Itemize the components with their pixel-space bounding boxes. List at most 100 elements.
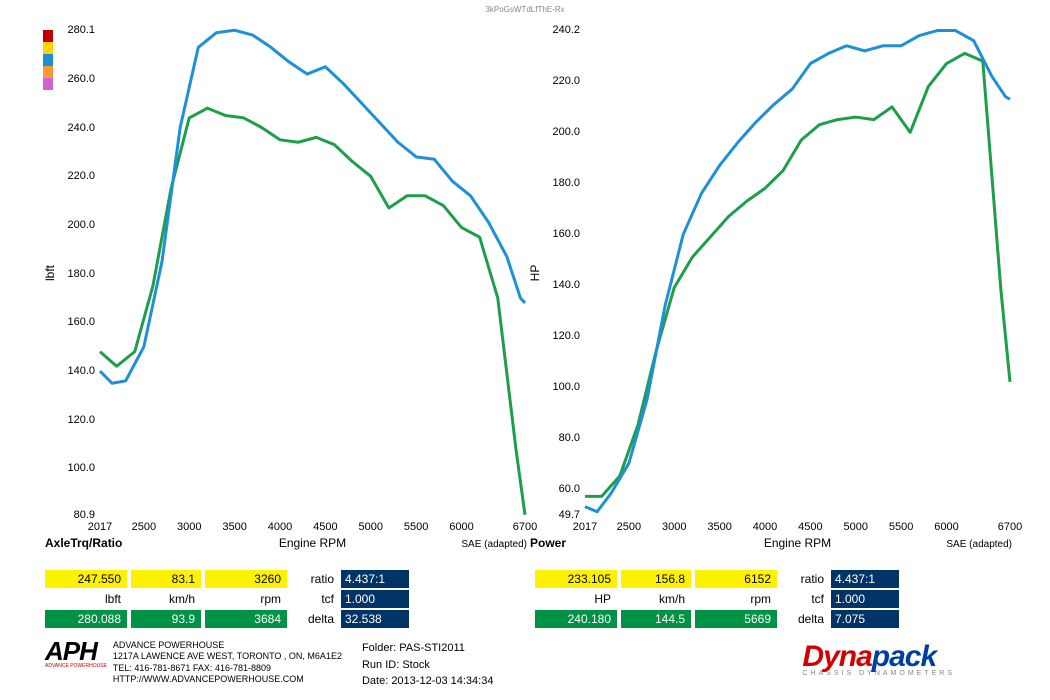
date-value: 2013-12-03 14:34:34 bbox=[391, 675, 493, 687]
aph-logo-text: APH bbox=[45, 640, 101, 663]
x-tick: 6700 bbox=[998, 521, 1022, 533]
y-tick: 220.0 bbox=[50, 170, 95, 182]
company-web: HTTP://WWW.ADVANCEPOWERHOUSE.COM bbox=[113, 674, 342, 685]
y-tick: 100.0 bbox=[50, 462, 95, 474]
readout-cell: 240.180 bbox=[535, 610, 617, 628]
x-axis-label: Engine RPM bbox=[279, 536, 346, 550]
readout-cell: 93.9 bbox=[131, 610, 201, 628]
x-axis-label: Engine RPM bbox=[764, 536, 831, 550]
watermark: 3kPoGsWTdLfThE-Rx bbox=[0, 5, 1050, 14]
power-chart: 49.760.080.0100.0120.0140.0160.0180.0200… bbox=[530, 25, 1015, 555]
folder-value: PAS-STI2011 bbox=[399, 642, 465, 654]
charts-row: 80.9100.0120.0140.0160.0180.0200.0220.02… bbox=[45, 25, 1015, 555]
readout-cell: 247.550 bbox=[45, 570, 127, 588]
plot-svg bbox=[100, 30, 525, 515]
readout-cell: rpm bbox=[205, 590, 287, 608]
y-axis-label: HP bbox=[528, 264, 542, 281]
sae-label: SAE (adapted) bbox=[461, 539, 527, 550]
sae-label: SAE (adapted) bbox=[946, 539, 1012, 550]
company-tel: TEL: 416-781-8671 FAX: 416-781-8809 bbox=[113, 663, 342, 674]
series-line bbox=[100, 30, 525, 383]
y-tick: 120.0 bbox=[50, 414, 95, 426]
x-tick: 6000 bbox=[934, 521, 958, 533]
y-tick: 240.0 bbox=[50, 122, 95, 134]
readout-cell: 156.8 bbox=[621, 570, 691, 588]
readout-label: delta bbox=[781, 610, 827, 628]
chart-title: Power bbox=[530, 536, 566, 550]
chart-title: AxleTrq/Ratio bbox=[45, 536, 122, 550]
readout-table: 233.105 HP 240.180 156.8 km/h 144.5 6152 rpm 566… bbox=[535, 570, 899, 628]
readout-cell: 83.1 bbox=[131, 570, 201, 588]
run-label: Run ID: bbox=[362, 659, 399, 671]
readout-cell: 5669 bbox=[695, 610, 777, 628]
x-tick: 6000 bbox=[449, 521, 473, 533]
x-tick: 2017 bbox=[573, 521, 597, 533]
readout-value: 4.437:1 bbox=[341, 570, 409, 588]
y-tick: 280.1 bbox=[50, 24, 95, 36]
company-name: ADVANCE POWERHOUSE bbox=[113, 640, 342, 651]
y-tick: 200.0 bbox=[50, 219, 95, 231]
readout-cell: 6152 bbox=[695, 570, 777, 588]
series-line bbox=[100, 108, 525, 515]
footer: APH ADVANCE POWERHOUSE ADVANCE POWERHOUS… bbox=[45, 640, 1015, 695]
readout-value: 4.437:1 bbox=[831, 570, 899, 588]
readout-label: tcf bbox=[781, 590, 827, 608]
readout-cell: rpm bbox=[695, 590, 777, 608]
x-tick: 5500 bbox=[404, 521, 428, 533]
readout-cell: 3260 bbox=[205, 570, 287, 588]
readout-cell: 144.5 bbox=[621, 610, 691, 628]
date-label: Date: bbox=[362, 675, 388, 687]
readout-label: ratio bbox=[781, 570, 827, 588]
readout-cell: 3684 bbox=[205, 610, 287, 628]
readout-value: 1.000 bbox=[831, 590, 899, 608]
dynapack-rest: pack bbox=[872, 640, 936, 673]
y-tick: 120.0 bbox=[535, 330, 580, 342]
aph-logo-sub: ADVANCE POWERHOUSE bbox=[45, 663, 107, 669]
y-tick: 260.0 bbox=[50, 73, 95, 85]
dynapack-sub: CHASSIS DYNAMOMETERS bbox=[802, 670, 955, 677]
series-line bbox=[585, 53, 1010, 496]
company-addr: 1217A LAWENCE AVE WEST, TORONTO , ON, M6… bbox=[113, 651, 342, 662]
y-tick: 140.0 bbox=[50, 365, 95, 377]
y-tick: 80.0 bbox=[535, 432, 580, 444]
x-tick: 3000 bbox=[662, 521, 686, 533]
y-tick: 220.0 bbox=[535, 75, 580, 87]
dyno-report: 3kPoGsWTdLfThE-Rx 80.9 100.0 120.0 140.0 160… bbox=[0, 0, 1050, 700]
x-tick: 4000 bbox=[268, 521, 292, 533]
folder-label: Folder: bbox=[362, 642, 396, 654]
series-line bbox=[585, 31, 1010, 512]
y-tick: 240.2 bbox=[535, 24, 580, 36]
readout-cell: km/h bbox=[131, 590, 201, 608]
readout-label: ratio bbox=[291, 570, 337, 588]
x-tick: 3500 bbox=[222, 521, 246, 533]
x-tick: 5000 bbox=[358, 521, 382, 533]
x-tick: 3500 bbox=[707, 521, 731, 533]
y-tick: 60.0 bbox=[535, 483, 580, 495]
readout-cell: lbft bbox=[45, 590, 127, 608]
readout-cell: km/h bbox=[621, 590, 691, 608]
x-tick: 3000 bbox=[177, 521, 201, 533]
aph-logo: APH ADVANCE POWERHOUSE bbox=[45, 640, 107, 669]
y-tick: 49.7 bbox=[535, 509, 580, 521]
y-tick: 100.0 bbox=[535, 381, 580, 393]
x-tick: 2500 bbox=[617, 521, 641, 533]
readout-cell: 280.088 bbox=[45, 610, 127, 628]
y-axis-label: lbft bbox=[43, 264, 57, 280]
readout-value: 32.538 bbox=[341, 610, 409, 628]
x-tick: 5500 bbox=[889, 521, 913, 533]
readout-value: 1.000 bbox=[341, 590, 409, 608]
readout-value: 7.075 bbox=[831, 610, 899, 628]
dynapack-d: Dyna bbox=[802, 640, 871, 673]
y-tick: 160.0 bbox=[50, 316, 95, 328]
x-tick: 2500 bbox=[132, 521, 156, 533]
readout-label: delta bbox=[291, 610, 337, 628]
readout-label: tcf bbox=[291, 590, 337, 608]
y-tick: 80.9 bbox=[50, 509, 95, 521]
readout-cell: 233.105 bbox=[535, 570, 617, 588]
y-tick: 160.0 bbox=[535, 228, 580, 240]
company-block: ADVANCE POWERHOUSE 1217A LAWENCE AVE WES… bbox=[113, 640, 342, 685]
run-value: Stock bbox=[402, 659, 430, 671]
readout-cell: HP bbox=[535, 590, 617, 608]
x-tick: 4000 bbox=[753, 521, 777, 533]
x-tick: 2017 bbox=[88, 521, 112, 533]
